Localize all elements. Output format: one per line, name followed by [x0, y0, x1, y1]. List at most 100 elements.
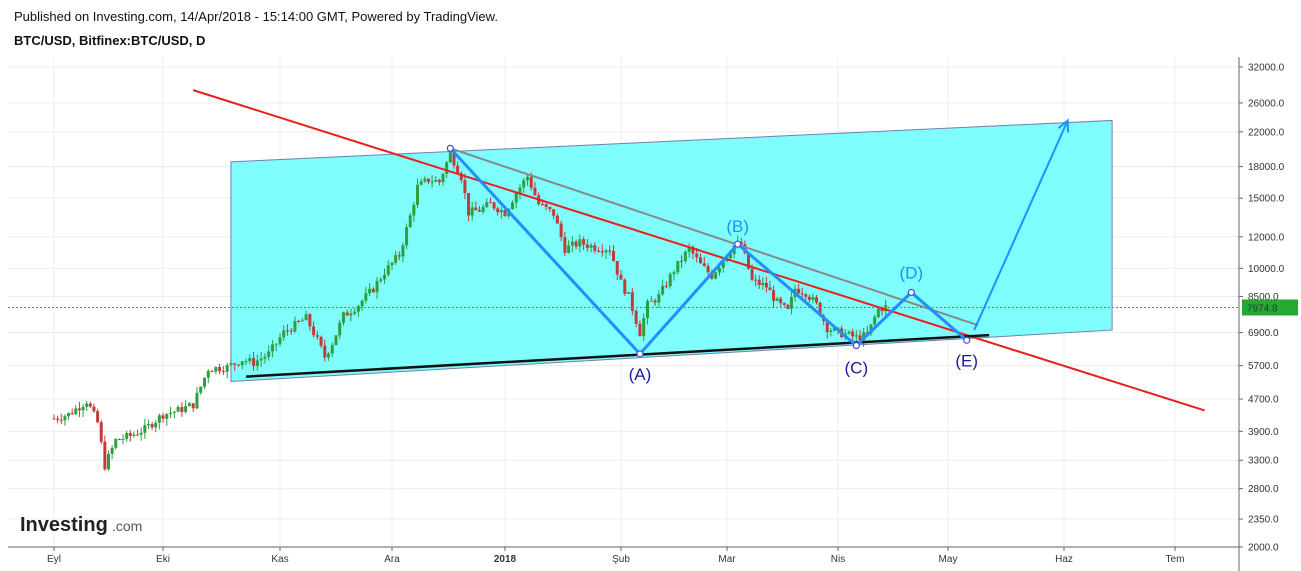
- candle: [563, 231, 567, 256]
- candle: [811, 293, 815, 304]
- wave-point[interactable]: [636, 350, 644, 358]
- candle-body: [405, 227, 409, 246]
- candle-body: [146, 424, 150, 426]
- candle: [608, 245, 612, 256]
- candle: [285, 324, 289, 336]
- candle-body: [397, 255, 401, 257]
- wave-label: (E): [955, 351, 978, 370]
- candle: [195, 387, 199, 410]
- candle: [619, 270, 623, 280]
- candle: [338, 319, 342, 340]
- wave-point[interactable]: [907, 288, 915, 297]
- candle-body: [463, 180, 467, 194]
- candle: [371, 287, 375, 294]
- candle-body: [334, 335, 338, 346]
- time-tick-label: 2018: [494, 554, 517, 565]
- candle: [623, 278, 627, 296]
- candle-body: [779, 298, 783, 304]
- candle: [225, 362, 229, 379]
- candle-body: [847, 331, 851, 334]
- candle-body: [214, 367, 218, 372]
- candle-body: [412, 204, 416, 216]
- candle: [146, 419, 150, 429]
- candle-body: [522, 180, 526, 188]
- trendlines-layer: [8, 89, 1239, 412]
- candle-body: [77, 408, 81, 411]
- candle: [786, 303, 790, 310]
- price-tick-label: 2800.0: [1248, 484, 1279, 495]
- candle: [761, 276, 765, 291]
- time-tick-label: Tem: [1166, 554, 1185, 565]
- support-trendline[interactable]: [245, 333, 990, 378]
- candle-body: [199, 386, 203, 393]
- candle: [702, 256, 706, 267]
- candle: [63, 414, 67, 426]
- wave-point[interactable]: [446, 144, 454, 152]
- candle: [117, 438, 121, 441]
- candle: [496, 206, 500, 216]
- wave-label: (C): [845, 359, 869, 378]
- candle: [668, 271, 672, 289]
- candle-body: [445, 162, 449, 174]
- candle-body: [345, 312, 349, 316]
- candle-body: [408, 215, 412, 228]
- candle-body: [750, 268, 754, 280]
- candle: [255, 354, 259, 371]
- candle-body: [761, 282, 765, 285]
- projection-arrow[interactable]: [973, 120, 1069, 331]
- candle: [691, 244, 695, 260]
- candle-body: [797, 288, 801, 294]
- logo-suffix: .com: [112, 518, 142, 534]
- candle: [533, 181, 537, 196]
- candle: [426, 178, 430, 185]
- candle: [125, 430, 129, 442]
- candle: [383, 268, 387, 284]
- candle-body: [132, 434, 136, 436]
- candle-body: [746, 252, 750, 269]
- channel-layer: [230, 119, 1113, 383]
- candle: [854, 329, 858, 342]
- gray-trendline[interactable]: [450, 147, 979, 327]
- candle: [70, 408, 74, 416]
- candle: [244, 358, 248, 366]
- time-tick-label: Eyl: [47, 554, 61, 565]
- candle: [585, 239, 589, 252]
- candle: [525, 175, 529, 186]
- candle-body: [110, 447, 114, 454]
- candle-body: [683, 251, 687, 262]
- candle-body: [630, 292, 634, 311]
- candle: [578, 234, 582, 253]
- price-tick-label: 32000.0: [1248, 63, 1285, 74]
- candle: [74, 405, 78, 416]
- red-trendline[interactable]: [192, 89, 1205, 412]
- candle-body: [430, 181, 434, 183]
- wave-point[interactable]: [852, 341, 860, 350]
- wave-point[interactable]: [734, 240, 742, 248]
- price-tick-label: 10000.0: [1248, 264, 1285, 275]
- candle: [574, 239, 578, 250]
- candle: [804, 292, 808, 302]
- candle-body: [615, 260, 619, 275]
- last-price-label: 7974.8: [1247, 304, 1278, 315]
- time-tick-label: Mar: [718, 554, 736, 565]
- candle-body: [807, 296, 811, 300]
- candle: [757, 275, 761, 290]
- candle: [81, 403, 85, 417]
- triangle-channel: [230, 119, 1113, 383]
- candle: [267, 345, 271, 361]
- wave-point[interactable]: [963, 336, 971, 344]
- candle: [96, 408, 100, 424]
- candle-body: [612, 250, 616, 261]
- candle: [567, 240, 571, 254]
- candle-body: [804, 294, 808, 297]
- candle-body: [672, 272, 676, 275]
- candle-body: [782, 303, 786, 305]
- candle-body: [600, 251, 604, 253]
- candle: [646, 298, 649, 325]
- candle-body: [470, 207, 474, 216]
- candle-body: [210, 371, 214, 373]
- candle-body: [714, 272, 718, 279]
- wave-path[interactable]: [449, 147, 968, 357]
- candle: [121, 434, 125, 445]
